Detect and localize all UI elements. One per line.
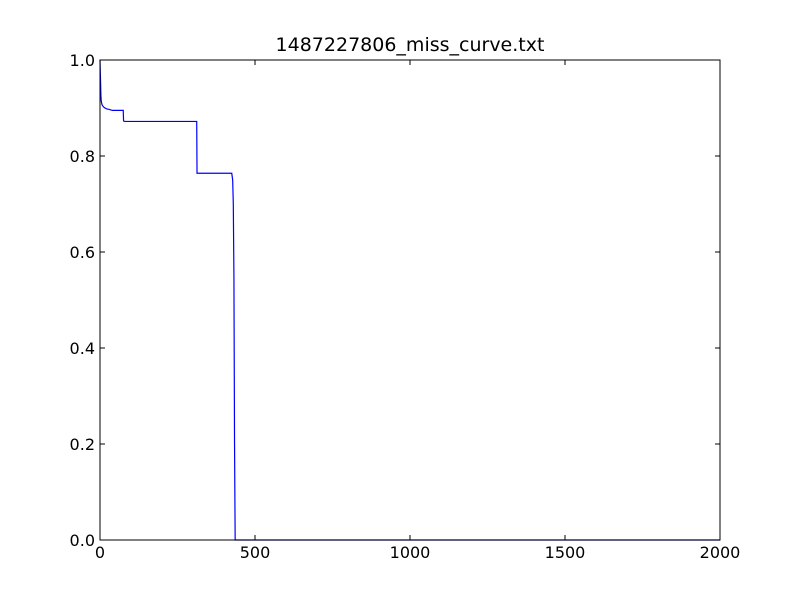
x-tick-label: 0: [95, 543, 105, 562]
y-tick-label: 0.8: [70, 147, 95, 166]
y-tick-label: 0.6: [70, 243, 95, 262]
x-tick-label: 1500: [545, 543, 586, 562]
y-tick-label: 0.0: [70, 531, 95, 550]
x-tick-label: 1000: [390, 543, 431, 562]
y-tick-label: 1.0: [70, 51, 95, 70]
chart-title: 1487227806_miss_curve.txt: [275, 34, 545, 56]
x-tick-label: 500: [240, 543, 271, 562]
y-tick-label: 0.4: [70, 339, 95, 358]
series-line-0: [99, 59, 720, 541]
x-tick-label: 2000: [700, 543, 741, 562]
axes-frame: [99, 59, 721, 541]
y-tick-label: 0.2: [70, 435, 95, 454]
